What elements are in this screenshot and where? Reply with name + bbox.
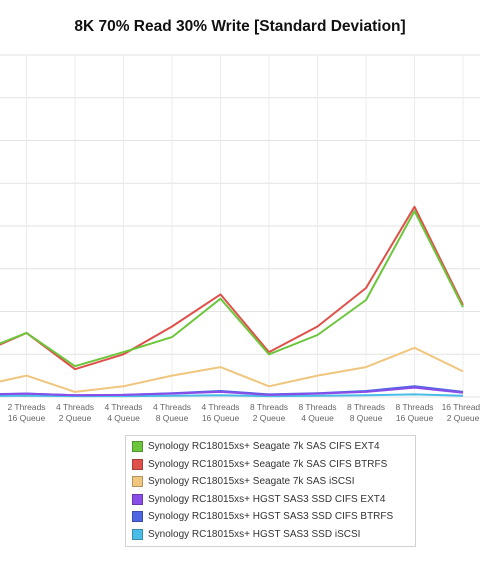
x-tick-label: 4 Threads 2 Queue — [56, 402, 94, 423]
legend-label: Synology RC18015xs+ Seagate 7k SAS CIFS … — [148, 458, 388, 470]
legend-swatch — [132, 441, 143, 453]
legend-swatch — [132, 528, 143, 540]
series-line — [0, 210, 464, 368]
legend-label: Synology RC18015xs+ HGST SAS3 SSD iSCSI — [148, 528, 361, 540]
series-line — [0, 393, 464, 398]
legend-item[interactable]: Synology RC18015xs+ HGST SAS3 SSD iSCSI — [132, 526, 415, 544]
legend-swatch — [132, 511, 143, 523]
legend-item[interactable]: Synology RC18015xs+ Seagate 7k SAS CIFS … — [132, 438, 415, 456]
series-line — [0, 386, 464, 397]
x-tick-label: 8 Threads 8 Queue — [347, 402, 385, 423]
series-line — [0, 205, 464, 371]
legend-item[interactable]: Synology RC18015xs+ Seagate 7k SAS CIFS … — [132, 456, 415, 474]
legend-label: Synology RC18015xs+ Seagate 7k SAS iSCSI — [148, 476, 355, 488]
chart-title: 8K 70% Read 30% Write [Standard Deviatio… — [74, 18, 406, 35]
x-tick-label: 4 Threads 4 Queue — [104, 402, 142, 423]
legend-swatch — [132, 476, 143, 488]
x-tick-label: 8 Threads 4 Queue — [298, 402, 336, 423]
legend: Synology RC18015xs+ Seagate 7k SAS CIFS … — [125, 435, 416, 547]
legend-label: Synology RC18015xs+ HGST SAS3 SSD CIFS E… — [148, 493, 386, 505]
grid-lines — [0, 54, 480, 398]
x-tick-label: 4 Threads 16 Queue — [201, 402, 239, 423]
legend-item[interactable]: Synology RC18015xs+ HGST SAS3 SSD CIFS E… — [132, 491, 415, 509]
x-tick-label: 2 Threads 16 Queue — [7, 402, 45, 423]
series-lines — [0, 205, 464, 398]
series-line — [0, 346, 464, 393]
legend-swatch — [132, 458, 143, 470]
legend-label: Synology RC18015xs+ HGST SAS3 SSD CIFS B… — [148, 511, 394, 523]
legend-item[interactable]: Synology RC18015xs+ HGST SAS3 SSD CIFS B… — [132, 508, 415, 526]
legend-label: Synology RC18015xs+ Seagate 7k SAS CIFS … — [148, 441, 380, 453]
legend-item[interactable]: Synology RC18015xs+ Seagate 7k SAS iSCSI — [132, 473, 415, 491]
x-tick-label: 8 Threads 2 Queue — [250, 402, 288, 423]
x-tick-label: 4 Threads 8 Queue — [153, 402, 191, 423]
x-tick-label: 8 Threads 16 Queue — [395, 402, 433, 423]
legend-swatch — [132, 493, 143, 505]
